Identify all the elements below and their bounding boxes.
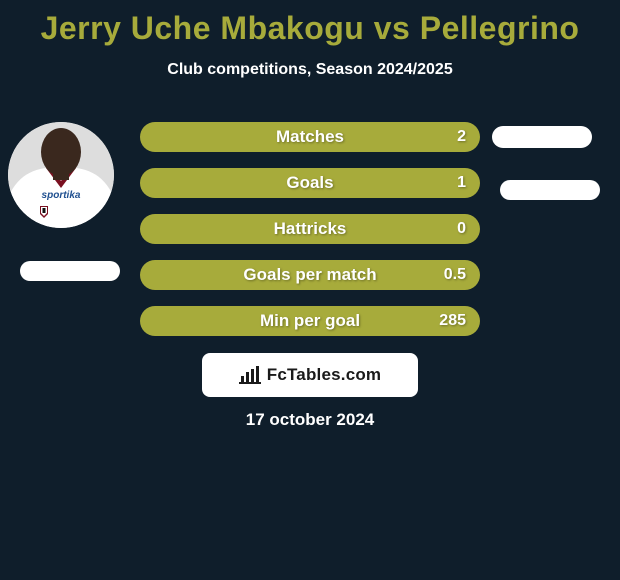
stat-bar: Hattricks 0: [140, 214, 480, 244]
stat-bar: Goals 1: [140, 168, 480, 198]
stat-value: 285: [439, 312, 466, 330]
stat-value: 0: [457, 220, 466, 238]
player1-avatar-art: sportika: [8, 122, 114, 228]
brand-badge: FcTables.com: [202, 353, 418, 397]
bar-chart-icon: [239, 366, 261, 384]
stat-bar: Goals per match 0.5: [140, 260, 480, 290]
stat-value: 0.5: [444, 266, 466, 284]
stat-label: Min per goal: [260, 311, 360, 331]
stat-label: Hattricks: [274, 219, 347, 239]
player1-name-pill: [20, 261, 120, 281]
stat-label: Matches: [276, 127, 344, 147]
brand-text: FcTables.com: [267, 365, 382, 385]
snapshot-date: 17 october 2024: [246, 410, 375, 430]
player1-avatar: sportika: [8, 122, 114, 228]
player1-avatar-svg: sportika: [8, 122, 114, 228]
stat-bar: Min per goal 285: [140, 306, 480, 336]
stat-label: Goals: [286, 173, 333, 193]
stat-value: 1: [457, 174, 466, 192]
stat-label: Goals per match: [243, 265, 376, 285]
player2-pill-upper: [492, 126, 592, 148]
svg-text:sportika: sportika: [42, 190, 81, 201]
stat-value: 2: [457, 128, 466, 146]
comparison-subtitle: Club competitions, Season 2024/2025: [0, 61, 620, 79]
comparison-title: Jerry Uche Mbakogu vs Pellegrino: [0, 0, 620, 47]
player2-pill-lower: [500, 180, 600, 200]
comparison-stat-bars: Matches 2 Goals 1 Hattricks 0 Goals per match 0…: [140, 122, 480, 352]
stat-bar: Matches 2: [140, 122, 480, 152]
